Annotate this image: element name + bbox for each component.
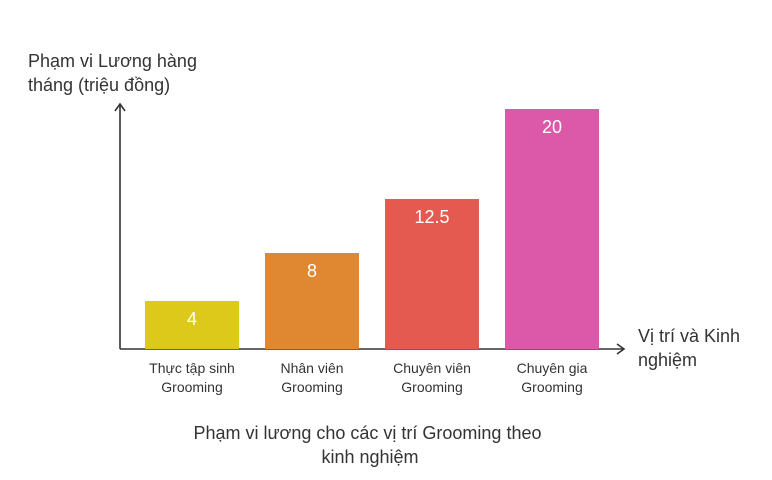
x-axis-title: Vị trí và Kinh nghiệm	[638, 326, 745, 370]
category-label-4: Chuyên gia Grooming	[517, 360, 588, 395]
bar-1	[145, 301, 239, 349]
x-axis-arrowhead	[616, 343, 626, 355]
category-label-2: Nhân viên Grooming	[280, 360, 343, 395]
bars	[145, 109, 599, 349]
data-label-1: 4	[187, 309, 197, 329]
data-label-2: 8	[307, 261, 317, 281]
bar-3	[385, 199, 479, 349]
y-axis-title: Phạm vi Lương hàng tháng (triệu đồng)	[28, 51, 202, 95]
chart-title-line-1: Phạm vi lương cho các vị trí Grooming th…	[193, 423, 541, 443]
category-label-3-line-2: Grooming	[401, 379, 462, 395]
data-label-4: 20	[542, 117, 562, 137]
x-axis-title-line-2: nghiệm	[638, 350, 697, 370]
category-label-3: Chuyên viên Grooming	[393, 360, 471, 395]
y-axis-title-line-2: tháng (triệu đồng)	[28, 75, 170, 95]
category-label-2-line-1: Nhân viên	[280, 360, 343, 376]
data-label-3: 12.5	[414, 207, 449, 227]
category-label-1: Thực tập sinh Grooming	[149, 360, 235, 395]
bar-2	[265, 253, 359, 349]
category-label-1-line-1: Thực tập sinh	[149, 360, 235, 376]
category-label-2-line-2: Grooming	[281, 379, 342, 395]
category-label-1-line-2: Grooming	[161, 379, 222, 395]
y-axis-title-line-1: Phạm vi Lương hàng	[28, 51, 197, 71]
x-axis-title-line-1: Vị trí và Kinh	[638, 326, 740, 346]
bar-4	[505, 109, 599, 349]
y-axis-arrowhead	[114, 102, 126, 112]
data-labels: 4 8 12.5 20	[187, 117, 562, 329]
category-label-4-line-2: Grooming	[521, 379, 582, 395]
chart-title-line-2: kinh nghiệm	[321, 447, 418, 467]
category-label-4-line-1: Chuyên gia	[517, 360, 588, 376]
chart-title: Phạm vi lương cho các vị trí Grooming th…	[193, 423, 546, 467]
category-label-3-line-1: Chuyên viên	[393, 360, 471, 376]
